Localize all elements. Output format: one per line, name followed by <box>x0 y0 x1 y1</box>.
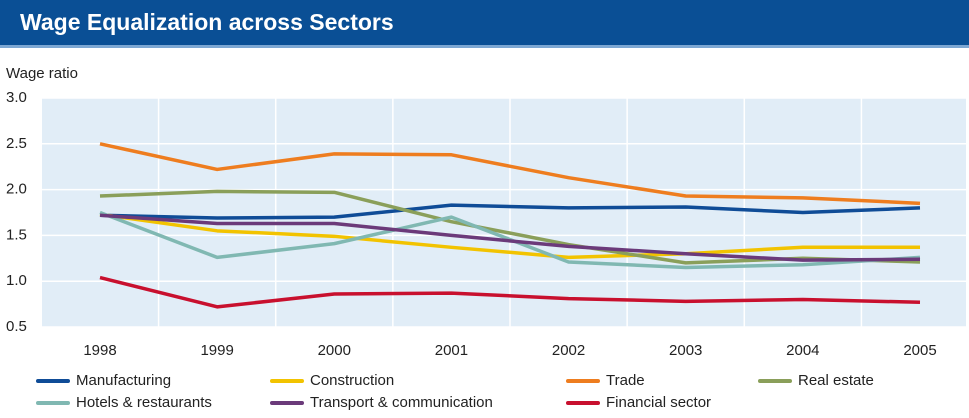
x-tick-label: 2005 <box>903 342 936 359</box>
series-line <box>99 142 921 206</box>
series-line <box>99 213 921 262</box>
y-tick-label: 3.0 <box>6 89 27 106</box>
y-tick-label: 1.5 <box>6 226 27 243</box>
series-line <box>99 275 921 309</box>
legend-label: Hotels & restaurants <box>76 394 212 411</box>
y-tick-label: 2.0 <box>6 181 27 198</box>
legend-label: Real estate <box>798 372 874 389</box>
legend-label: Financial sector <box>606 394 711 411</box>
y-tick-label: 2.5 <box>6 135 27 152</box>
legend-label: Construction <box>310 372 394 389</box>
series-line <box>99 203 921 220</box>
x-tick-label: 2001 <box>435 342 468 359</box>
y-tick-label: 0.5 <box>6 318 27 335</box>
legend-label: Transport & communication <box>310 394 493 411</box>
header-rule <box>0 45 969 48</box>
x-tick-label: 1998 <box>83 342 116 359</box>
x-tick-label: 2003 <box>669 342 702 359</box>
header-band <box>0 0 969 45</box>
legend-label: Manufacturing <box>76 372 171 389</box>
chart-title: Wage Equalization across Sectors <box>20 9 394 35</box>
x-tick-label: 2000 <box>318 342 351 359</box>
x-tick-label: 2004 <box>786 342 819 359</box>
y-tick-label: 1.0 <box>6 272 27 289</box>
x-tick-label: 1999 <box>200 342 233 359</box>
x-tick-label: 2002 <box>552 342 585 359</box>
legend-label: Trade <box>606 372 645 389</box>
series-line <box>99 212 920 260</box>
y-axis-label: Wage ratio <box>6 65 78 82</box>
